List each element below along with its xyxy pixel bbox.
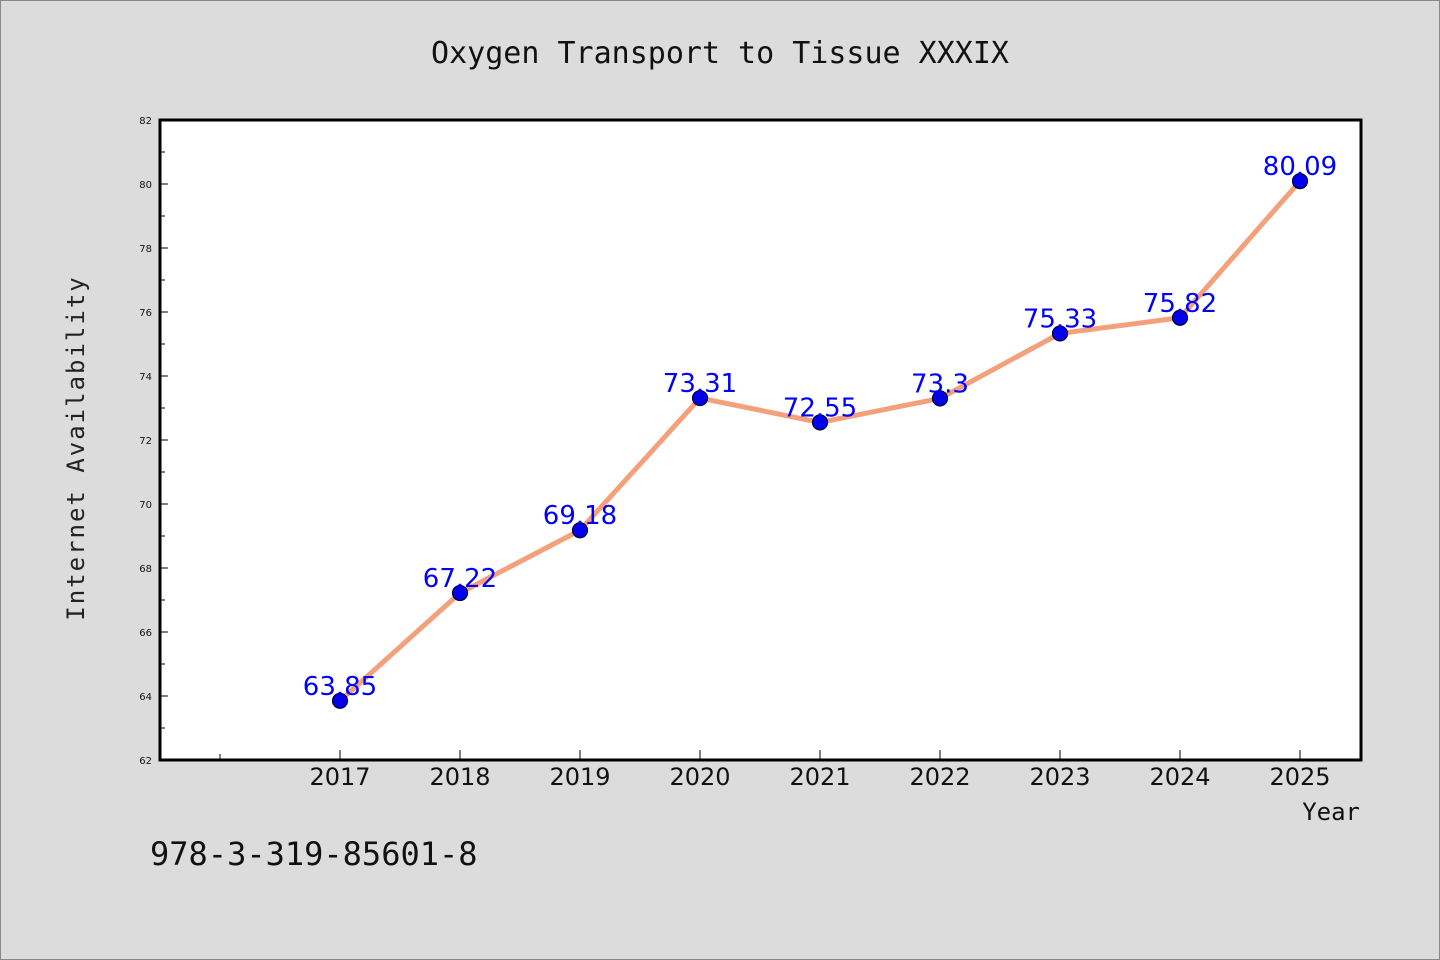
series-line [331, 173, 1309, 709]
data-point [931, 390, 949, 407]
data-point [1051, 325, 1069, 342]
y-tick-label: 66 [139, 628, 152, 639]
y-tick-label: 70 [139, 500, 152, 511]
y-axis-label: Internet Availability [62, 275, 90, 620]
x-tick-label: 2025 [1269, 763, 1330, 791]
x-axis-label: Year [1302, 798, 1360, 826]
y-tick-label: 82 [139, 116, 152, 127]
data-point [691, 389, 709, 407]
x-axis: 2017 2018 2019 2020 2021 2022 2023 2024 2025 [219, 750, 1331, 791]
plot-area [158, 118, 1363, 762]
x-tick-label: 2017 [309, 763, 370, 791]
data-label: 73.31 [663, 369, 737, 399]
y-tick-label: 80 [139, 180, 152, 191]
data-labels: 63.85 67.22 69.18 73.31 72.55 73.3 75.33 75.82 8… [303, 152, 1337, 702]
y-tick-label: 76 [139, 308, 152, 319]
y-tick-label: 72 [139, 436, 152, 447]
x-tick-label: 2022 [909, 763, 970, 791]
chart-title: Oxygen Transport to Tissue XXXIX [431, 36, 1009, 71]
y-tick-label: 64 [139, 692, 152, 703]
x-tick-label: 2018 [429, 763, 490, 791]
y-tick-label: 68 [139, 564, 152, 575]
x-tick-label: 2023 [1029, 763, 1090, 791]
x-tick-label: 2019 [549, 763, 610, 791]
data-label: 63.85 [303, 672, 377, 702]
data-label: 72.55 [783, 393, 857, 423]
data-label: 75.33 [1023, 304, 1097, 334]
data-point [331, 692, 349, 709]
data-label: 69.18 [543, 501, 617, 531]
data-point [571, 522, 589, 539]
y-axis: 62 64 66 68 70 72 74 76 78 80 82 [139, 116, 168, 767]
data-label: 73.3 [911, 369, 969, 399]
data-label: 67.22 [423, 564, 497, 594]
y-tick-label: 62 [139, 756, 152, 767]
y-tick-label: 74 [139, 372, 152, 383]
isbn-footer: 978-3-319-85601-8 [150, 835, 478, 873]
data-point [451, 584, 469, 602]
data-label: 80.09 [1263, 152, 1337, 182]
data-label: 75.82 [1143, 289, 1217, 319]
x-tick-label: 2024 [1149, 763, 1210, 791]
y-tick-label: 78 [139, 244, 152, 255]
x-tick-label: 2021 [789, 763, 850, 791]
data-point [811, 414, 829, 431]
data-point [1171, 309, 1189, 326]
data-point [1291, 173, 1309, 190]
x-tick-label: 2020 [669, 763, 730, 791]
